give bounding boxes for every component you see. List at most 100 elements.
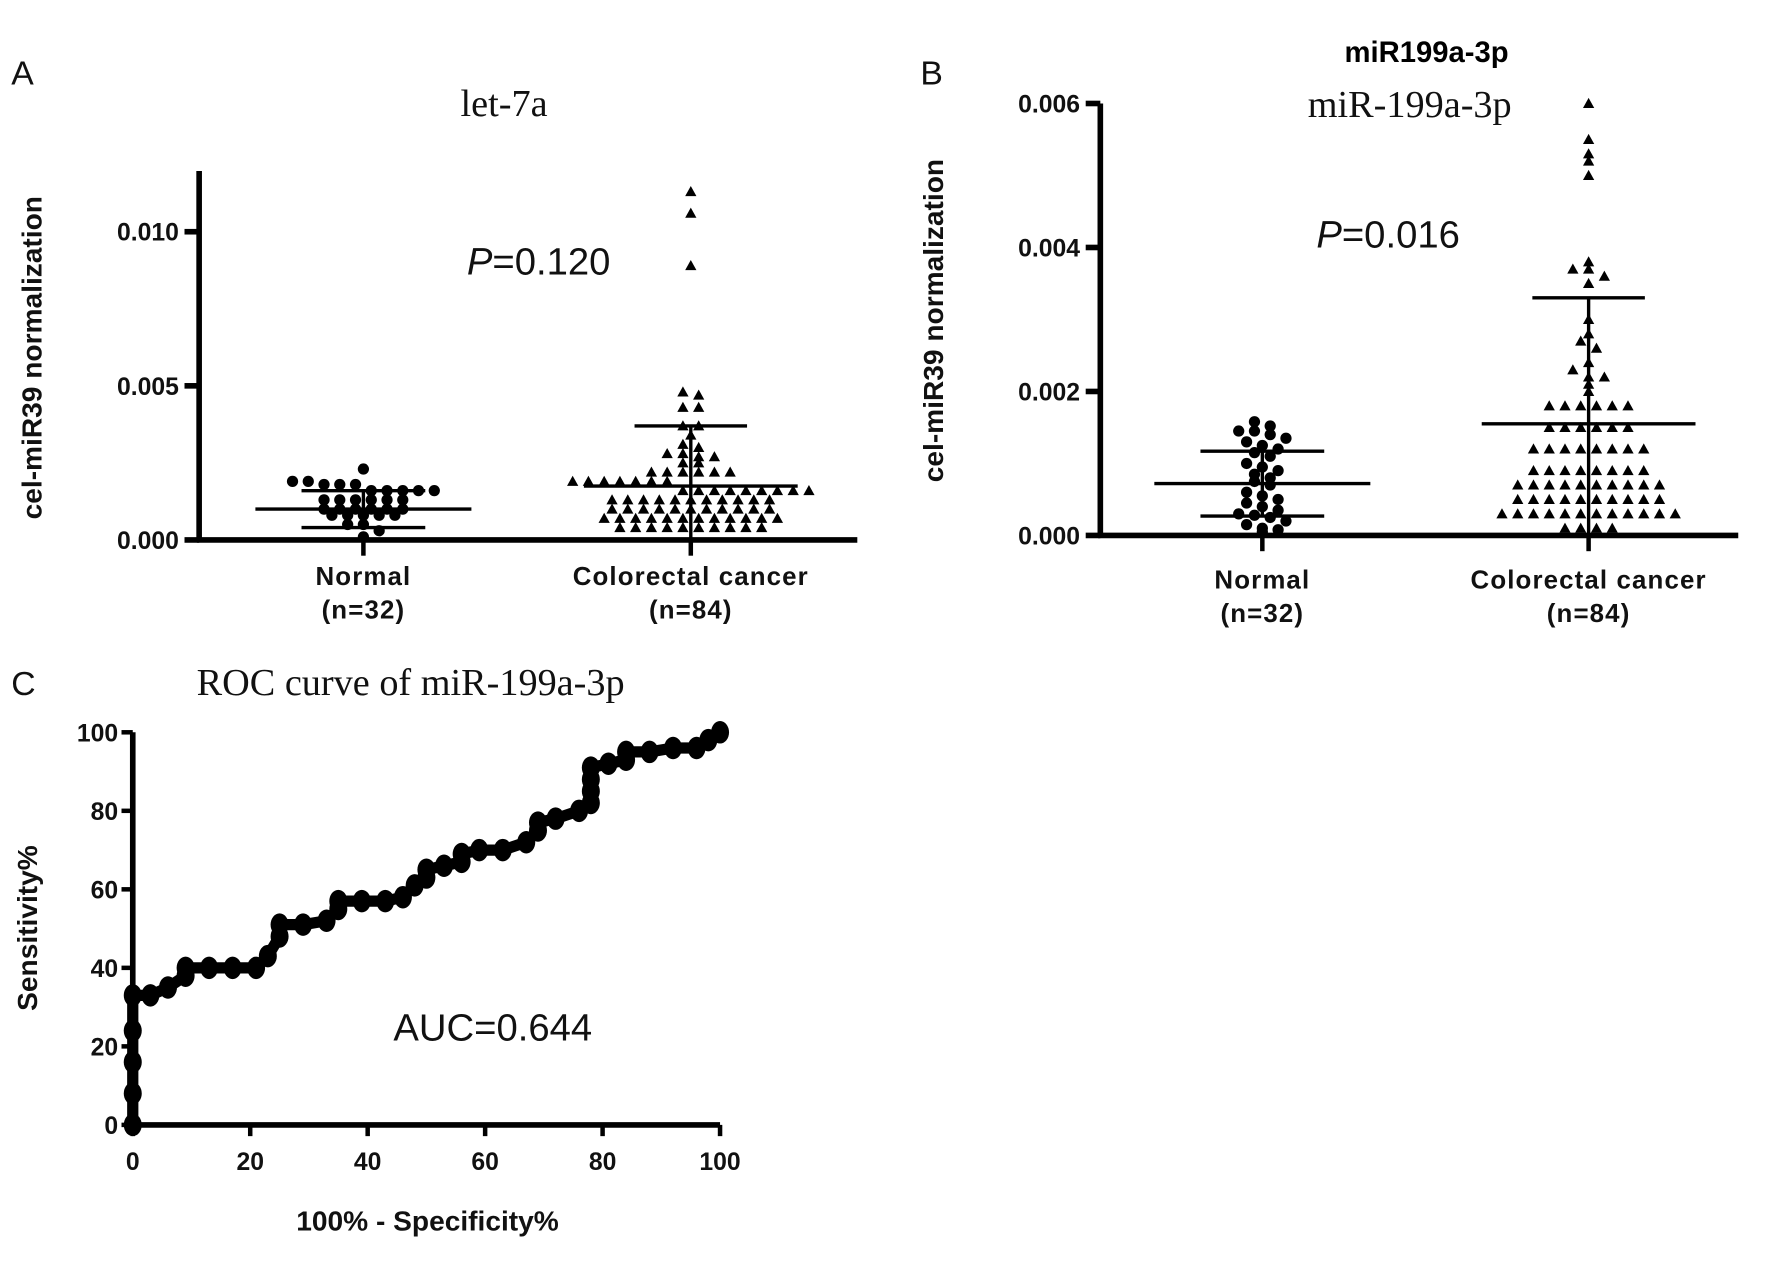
panel-a-cancer-point bbox=[708, 485, 721, 496]
panel-a-cancer-point bbox=[716, 503, 728, 514]
panel-b-cancer-point bbox=[1590, 493, 1603, 504]
panel-b-cancer-point bbox=[1582, 155, 1595, 166]
panel-a-cancer-point bbox=[630, 512, 642, 523]
panel-a-normal-point bbox=[326, 509, 338, 521]
panel-b-normal-point bbox=[1264, 429, 1276, 441]
panel-b-cancer-point bbox=[1582, 133, 1595, 144]
panel-a-ylabel: cel-miR39 normalization bbox=[17, 196, 48, 519]
panel-b-cancer-point bbox=[1590, 522, 1603, 533]
panel-b-normal-point bbox=[1240, 497, 1253, 509]
panel-a-cancer-point bbox=[724, 521, 736, 533]
roc-point bbox=[546, 807, 565, 830]
panel-b-cancer-point bbox=[1606, 421, 1618, 432]
panel-b-cancer-point bbox=[1653, 479, 1666, 490]
panel-b-normal-point bbox=[1272, 504, 1284, 516]
panel-a-category-label: Colorectal cancer bbox=[573, 563, 809, 591]
panel-c-xtick-label: 0 bbox=[126, 1149, 140, 1176]
panel-b-cancer-point bbox=[1575, 508, 1587, 519]
panel-b-normal-point bbox=[1240, 486, 1253, 498]
panel-a-cancer-point bbox=[677, 485, 689, 496]
panel-c-xtick-label: 80 bbox=[589, 1149, 617, 1176]
panel-a-cancer-point bbox=[740, 485, 752, 496]
panel-b-cancer-point bbox=[1575, 522, 1587, 533]
panel-a-cancer-point bbox=[708, 466, 721, 477]
roc-point bbox=[640, 740, 659, 764]
panel-b-normal-point bbox=[1240, 519, 1253, 531]
panel-a-cancer-point bbox=[748, 494, 760, 505]
panel-b-cancer-point bbox=[1559, 508, 1571, 519]
panel-a-normal-point bbox=[365, 494, 377, 506]
panel-b-cancer-point bbox=[1575, 421, 1587, 432]
panel-a-normal-point bbox=[397, 494, 409, 506]
panel-a-cancer-point bbox=[677, 466, 689, 477]
panel-a-cancer-point bbox=[693, 401, 705, 412]
panel-b-normal-point bbox=[1256, 439, 1268, 452]
panel-letter-b: B bbox=[920, 54, 943, 92]
panel-a-cancer-point bbox=[693, 451, 705, 462]
panel-letter-a: A bbox=[11, 54, 34, 92]
panel-c-auc: AUC=0.644 bbox=[393, 1007, 592, 1050]
panel-b-cancer-point bbox=[1527, 443, 1540, 454]
panel-c-ylabel: Sensitivity% bbox=[12, 845, 43, 1011]
panel-a-cancer-point bbox=[756, 521, 768, 533]
panel-b-cancer-point bbox=[1606, 493, 1618, 504]
panel-a-n-label: (n=84) bbox=[649, 597, 733, 625]
panel-a-normal-point bbox=[342, 509, 354, 521]
roc-point bbox=[528, 811, 547, 834]
roc-point bbox=[270, 913, 289, 936]
panel-a-cancer-point bbox=[685, 207, 697, 218]
panel-a-normal-point bbox=[349, 478, 362, 491]
panel-a-cancer-point bbox=[787, 485, 799, 496]
panel-a-title: let-7a bbox=[461, 83, 548, 125]
panel-a-ytick-label: 0.000 bbox=[117, 528, 179, 555]
panel-b-normal-point bbox=[1272, 465, 1284, 477]
panel-b-cancer-point bbox=[1582, 169, 1595, 180]
panel-b-cancer-point bbox=[1575, 335, 1587, 346]
panel-b-cancer-point bbox=[1622, 400, 1634, 411]
panel-b-cancer-point bbox=[1622, 479, 1634, 490]
panel-a-cancer-point bbox=[724, 485, 736, 496]
panel-b-cancer-point bbox=[1653, 508, 1666, 519]
roc-point bbox=[470, 838, 489, 862]
roc-point bbox=[123, 1082, 142, 1105]
roc-point bbox=[123, 1019, 142, 1042]
p-value: =0.016 bbox=[1342, 213, 1460, 256]
panel-c-xlabel: 100% - Specificity% bbox=[296, 1206, 558, 1237]
panel-a-cancer-point bbox=[661, 475, 673, 486]
roc-point bbox=[493, 838, 512, 862]
panel-b-cancer-point bbox=[1622, 493, 1634, 504]
p-symbol: P bbox=[1316, 213, 1342, 256]
panel-b-cancer-point bbox=[1559, 479, 1571, 490]
panel-b-cancer-point bbox=[1527, 465, 1540, 476]
panel-b-n-label: (n=84) bbox=[1547, 600, 1631, 628]
panel-a-cancer-point bbox=[756, 512, 768, 523]
panel-a-cancer-point bbox=[677, 401, 689, 412]
panel-b-cancer-point bbox=[1606, 400, 1618, 411]
panel-b-normal-point bbox=[1264, 450, 1276, 462]
panel-b-cancer-point bbox=[1606, 508, 1618, 519]
panel-a-cancer-point bbox=[645, 475, 658, 486]
panel-a-cancer-point bbox=[677, 512, 689, 523]
panel-b-cancer-point bbox=[1582, 148, 1595, 159]
panel-a-normal-point bbox=[357, 463, 370, 475]
panel-b-normal-point bbox=[1240, 436, 1253, 448]
panel-b-cancer-point bbox=[1575, 493, 1587, 504]
panel-a-cancer-point bbox=[685, 186, 697, 197]
panel-b-cancer-point bbox=[1582, 277, 1595, 288]
panel-b-cancer-point bbox=[1575, 443, 1587, 454]
panel-a-cancer-point bbox=[693, 512, 705, 523]
p-symbol: P bbox=[467, 240, 493, 283]
panel-b-normal-point bbox=[1264, 420, 1276, 432]
roc-point bbox=[711, 721, 730, 744]
panel-a-cancer-point bbox=[748, 503, 760, 514]
panel-a-normal-point bbox=[389, 509, 401, 521]
roc-point bbox=[581, 756, 600, 779]
roc-point bbox=[294, 913, 313, 936]
panel-c-ytick-label: 80 bbox=[91, 799, 119, 826]
panel-a-cancer-point bbox=[614, 475, 626, 486]
panel-b-cancer-point bbox=[1638, 465, 1650, 476]
panel-b-cancer-point bbox=[1638, 443, 1650, 454]
roc-point bbox=[417, 858, 436, 881]
panel-a-cancer-point bbox=[630, 475, 642, 486]
